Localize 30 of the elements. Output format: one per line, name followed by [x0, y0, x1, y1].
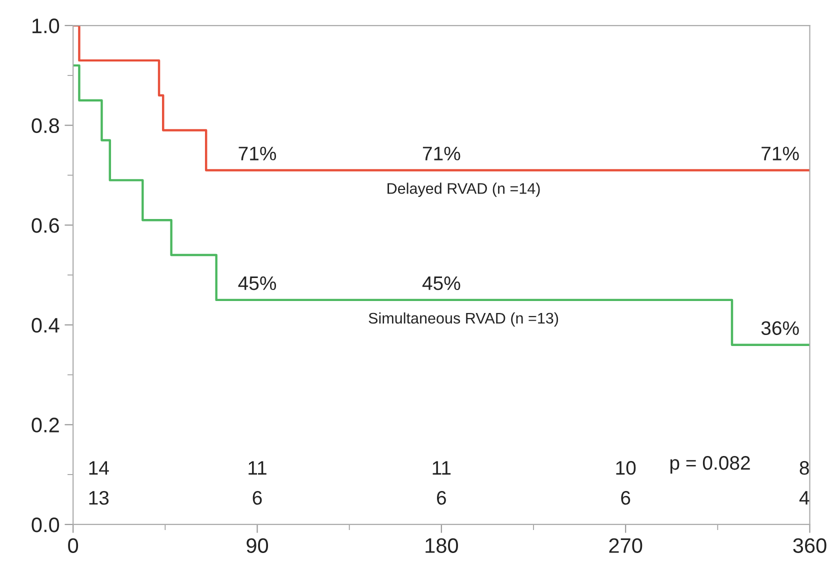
annotation: 4: [799, 491, 810, 505]
x-tick-label: 180: [426, 538, 458, 553]
x-tick-label: 270: [609, 538, 642, 553]
annotation: 71%: [422, 146, 460, 160]
annotation: 71%: [762, 146, 799, 160]
annotation: 36%: [761, 321, 799, 336]
annotation: 6: [252, 490, 262, 505]
annotation: 13: [89, 490, 109, 505]
annotation: 11: [432, 461, 451, 475]
series-label: Simultaneous RVAD (n =13): [368, 312, 558, 327]
x-tick-label: 90: [246, 538, 268, 553]
annotation: 6: [437, 490, 446, 505]
y-tick-label: 0.2: [32, 418, 59, 432]
annotation: p = 0.082: [670, 456, 750, 474]
y-tick-label: 0.8: [32, 118, 59, 134]
y-tick-label: 1.0: [32, 18, 60, 34]
annotation: 11: [248, 461, 266, 475]
annotation: 45%: [238, 276, 276, 290]
x-tick-label: 360: [793, 538, 826, 553]
annotation: 8: [800, 461, 809, 475]
annotation: 71%: [238, 146, 276, 160]
annotation: 45%: [422, 276, 460, 290]
y-tick-label: 0.6: [32, 218, 59, 233]
x-tick-label: 0: [68, 538, 78, 553]
annotation: 6: [621, 490, 630, 505]
annotation: 14: [89, 461, 109, 475]
y-tick-label: 0.4: [32, 318, 60, 333]
y-tick-label: 0.0: [32, 517, 60, 532]
annotation: 10: [616, 461, 636, 475]
series-label: Delayed RVAD (n =14): [388, 182, 540, 197]
